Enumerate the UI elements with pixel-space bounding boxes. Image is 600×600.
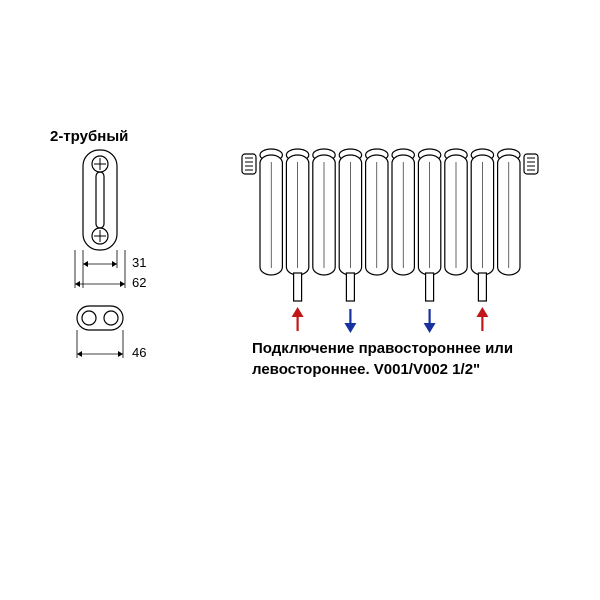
- dim-62: 62: [132, 275, 146, 290]
- radiator-drawing: [240, 140, 550, 340]
- radiator-legs: [294, 273, 487, 301]
- connection-caption: Подключение правостороннее или левосторо…: [252, 338, 513, 380]
- caption-line2: левостороннее. V001/V002 1/2": [252, 361, 480, 378]
- left-title: 2-трубный: [50, 128, 128, 145]
- radiator-columns: [260, 149, 520, 275]
- dim-31: 31: [132, 255, 146, 270]
- diagram-page: 2-трубный: [0, 0, 600, 600]
- flow-arrows: [292, 307, 489, 333]
- valve-right: [524, 154, 538, 174]
- section-front-drawing: [70, 148, 140, 308]
- section-top-drawing: [70, 300, 140, 370]
- valve-left: [242, 154, 256, 174]
- dim-46: 46: [132, 345, 146, 360]
- caption-line1: Подключение правостороннее или: [252, 340, 513, 357]
